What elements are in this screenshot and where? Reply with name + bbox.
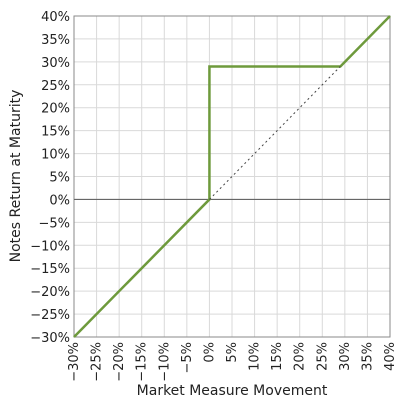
series-layer <box>73 15 391 338</box>
plot-frame <box>73 15 391 338</box>
y-tick-label: 15% <box>41 125 70 140</box>
x-tick-label: 0% <box>202 342 217 363</box>
x-tick-label: −15% <box>135 342 150 382</box>
x-tick-label: 10% <box>248 342 263 371</box>
payoff-line <box>73 15 391 338</box>
x-tick-label: 15% <box>270 342 285 371</box>
reference-line <box>209 66 341 200</box>
x-tick-label: −25% <box>90 342 105 382</box>
x-tick-label: 40% <box>383 342 398 371</box>
y-tick-label: 0% <box>49 193 70 208</box>
x-tick-label: 30% <box>338 342 353 371</box>
tick-layer: −30% −25% −20% −15% −10% −5% 0% 5% 10% 15% 20% 25% 3… <box>30 10 398 382</box>
x-tick-label: −5% <box>180 342 195 374</box>
x-tick-label: 20% <box>293 342 308 371</box>
y-tick-label: −5% <box>38 216 70 231</box>
x-tick-label: 35% <box>360 342 375 371</box>
x-tick-label: 5% <box>225 342 240 363</box>
y-tick-label: 20% <box>41 102 70 117</box>
y-axis-title: Notes Return at Maturity <box>8 90 24 263</box>
y-tick-label: −30% <box>30 331 70 346</box>
y-tick-label: 40% <box>41 10 70 25</box>
x-tick-label: −10% <box>157 342 172 382</box>
y-tick-label: 30% <box>41 56 70 71</box>
y-tick-label: 5% <box>49 171 70 186</box>
x-axis-title: Market Measure Movement <box>137 383 328 399</box>
x-tick-label: −30% <box>67 342 82 382</box>
y-tick-label: −20% <box>30 285 70 300</box>
x-tick-label: 25% <box>315 342 330 371</box>
y-tick-label: 25% <box>41 79 70 94</box>
y-tick-label: −15% <box>30 262 70 277</box>
y-tick-label: 35% <box>41 33 70 48</box>
y-tick-label: 10% <box>41 148 70 163</box>
y-tick-label: −10% <box>30 239 70 254</box>
y-tick-label: −25% <box>30 308 70 323</box>
x-tick-label: −20% <box>112 342 127 382</box>
axis-layer <box>73 15 391 338</box>
